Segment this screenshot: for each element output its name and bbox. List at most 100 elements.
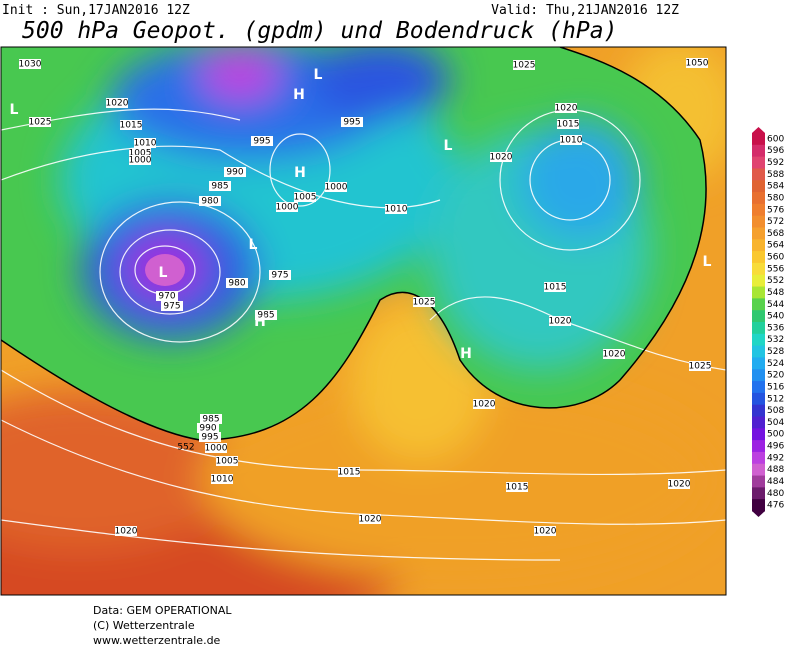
isobar-label: 1025 — [413, 298, 436, 308]
isobar-label-bg — [161, 301, 183, 311]
isobar-label: 1000 — [276, 203, 299, 213]
colorbar-label: 532 — [767, 335, 784, 345]
isobar-label: 980 — [201, 197, 218, 207]
isobar-label: 1005 — [294, 193, 317, 203]
pressure-center: L — [703, 254, 712, 270]
pressure-center: L — [314, 67, 323, 83]
colorbar-swatch — [752, 156, 765, 169]
colorbar-tip — [752, 127, 765, 133]
colorbar-label: 528 — [767, 347, 784, 357]
isobar-label: 1015 — [544, 283, 567, 293]
isobar-label-bg — [506, 482, 528, 492]
colorbar-label: 540 — [767, 312, 784, 322]
isobar-label: 990 — [199, 424, 216, 434]
colorbar-swatch — [752, 333, 765, 347]
colorbar-swatch — [752, 392, 765, 406]
isobar-label: 1050 — [686, 59, 709, 69]
isobar-label: 1015 — [120, 121, 143, 131]
colorbar-tip — [752, 511, 765, 517]
isobar-label: 1020 — [106, 99, 129, 109]
colorbar-swatch — [752, 381, 765, 394]
isobar-label: 1010 — [385, 205, 408, 215]
isobar-label: 1020 — [603, 350, 626, 360]
isobar-label-bg — [197, 423, 219, 433]
colorbar-swatch — [752, 203, 765, 217]
footer-line: Data: GEM OPERATIONAL — [93, 604, 232, 617]
isobar-label-bg — [205, 443, 227, 453]
isobar-label: 1025 — [513, 61, 536, 71]
colorbar-swatch — [752, 192, 765, 205]
isobar-label: 1030 — [19, 60, 42, 70]
isobar-label-bg — [544, 282, 566, 292]
isobar-label-bg — [513, 60, 535, 70]
colorbar-swatch — [752, 499, 765, 512]
isobar-label: 1015 — [557, 120, 580, 130]
isobar-label-bg — [560, 135, 582, 145]
colorbar-label: 552 — [767, 276, 784, 286]
colorbar-swatch — [752, 286, 765, 299]
isobar-label: 1020 — [115, 527, 138, 537]
isobar-label: 1015 — [338, 468, 361, 478]
valid-time: Valid: Thu,21JAN2016 12Z — [491, 3, 679, 18]
pressure-center: H — [294, 165, 306, 181]
colorbar-label: 556 — [767, 264, 784, 274]
colorbar-label: 592 — [767, 158, 784, 168]
colorbar-label: 484 — [767, 477, 784, 487]
isobar-label: 1020 — [473, 400, 496, 410]
isobar-label: 1020 — [359, 515, 382, 525]
footer-line: (C) Wetterzentrale — [93, 619, 195, 632]
colorbar-label: 568 — [767, 229, 784, 239]
pressure-center: L — [444, 138, 453, 154]
map-frame — [0, 46, 727, 596]
isobar-label-bg — [199, 196, 221, 206]
isobar-label-bg — [216, 456, 238, 466]
isobar-label-bg — [129, 155, 151, 165]
isobar-label-bg — [385, 204, 407, 214]
colorbar-label: 516 — [767, 382, 784, 392]
colorbar-label: 492 — [767, 453, 784, 463]
isobar-label-bg — [325, 182, 347, 192]
isobar-label-bg — [668, 479, 690, 489]
colorbar-swatch — [752, 180, 765, 193]
isobar-label: 1005 — [129, 149, 152, 159]
colorbar-swatch — [752, 298, 765, 311]
isobar-label: 1025 — [689, 362, 712, 372]
isobar-label-bg — [603, 349, 625, 359]
isobar-label-bg — [156, 291, 178, 301]
isobar-label: 1020 — [534, 527, 557, 537]
colorbar-swatch — [752, 215, 765, 228]
colorbar-label: 524 — [767, 359, 784, 369]
colorbar-label: 600 — [767, 134, 784, 144]
isobar-label-bg — [359, 514, 381, 524]
isobar-label-bg — [686, 58, 708, 68]
colorbar-swatch — [752, 463, 765, 477]
isobar-label-bg — [120, 120, 142, 130]
isobar-label-bg — [338, 467, 360, 477]
colorbar-label: 580 — [767, 193, 784, 203]
isobar-label: 990 — [226, 168, 243, 178]
isobar-label-bg — [115, 526, 137, 536]
isobar-label-bg — [129, 148, 151, 158]
isobar-label: 970 — [158, 292, 175, 302]
isobar-label: 985 — [257, 311, 274, 321]
colorbar-swatch — [752, 428, 765, 441]
colorbar-swatch — [752, 322, 765, 335]
isobar-label: 1020 — [668, 480, 691, 490]
colorbar-label: 548 — [767, 288, 784, 298]
isobar-label: 1020 — [555, 104, 578, 114]
colorbar-swatch — [752, 475, 765, 488]
isobar-label: 975 — [271, 271, 288, 281]
isobar-label: 975 — [163, 302, 180, 312]
colorbar-label: 508 — [767, 406, 784, 416]
colorbar-swatch — [752, 369, 765, 382]
isobar-label-bg — [19, 59, 41, 69]
isobar-label: 1000 — [129, 156, 152, 166]
isobar-label: 1015 — [506, 483, 529, 493]
pressure-center: L — [10, 102, 19, 118]
colorbar-swatch — [752, 416, 765, 429]
isobar-label: 985 — [211, 182, 228, 192]
isobar-label-bg — [557, 119, 579, 129]
colorbar-label: 564 — [767, 241, 784, 251]
isobar-label-bg — [199, 432, 221, 442]
